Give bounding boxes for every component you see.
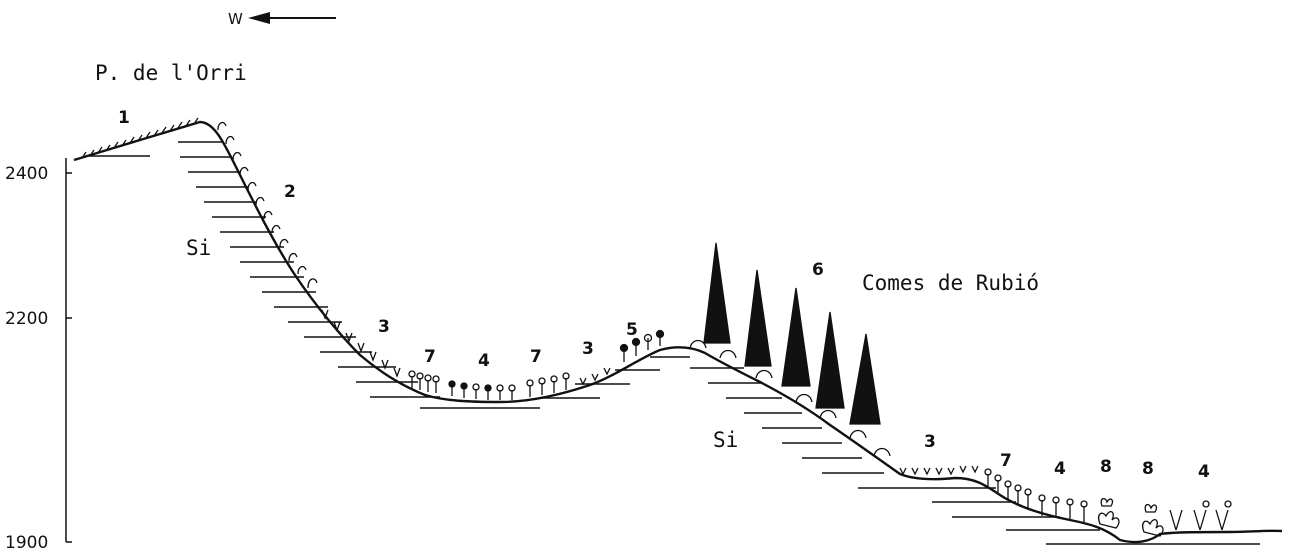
orientation-label: W bbox=[228, 10, 243, 28]
zone-label: 8 bbox=[1100, 457, 1112, 477]
left-arrow-icon bbox=[248, 12, 336, 24]
zone-label: 2 bbox=[284, 182, 296, 202]
zone-label: 4 bbox=[1054, 459, 1066, 479]
orientation-indicator: W bbox=[228, 10, 336, 28]
zone-number-labels: 1 2 3 7 4 7 3 5 6 3 7 4 8 8 4 bbox=[118, 108, 1210, 482]
zone-label: 4 bbox=[478, 351, 490, 371]
zone-6-conifers bbox=[703, 242, 881, 425]
altitude-axis: 2400 2200 1900 bbox=[5, 158, 72, 553]
zone-label: 3 bbox=[378, 317, 390, 337]
zone-8-clumps bbox=[1098, 497, 1164, 537]
zone-label: 3 bbox=[582, 339, 594, 359]
zone-7-4-flowers bbox=[408, 370, 570, 400]
bedrock-hatching bbox=[88, 141, 1260, 545]
substrate-label-upper: Si bbox=[186, 236, 211, 260]
peak-label: P. de l'Orri bbox=[95, 61, 247, 85]
slope-place-label: Comes de Rubió bbox=[862, 271, 1039, 295]
zone-label: 7 bbox=[1000, 451, 1012, 471]
zone-label: 7 bbox=[530, 347, 542, 367]
zone-label: 4 bbox=[1198, 462, 1210, 482]
vegetation-symbols bbox=[81, 117, 1232, 537]
zone-5-shrubs bbox=[619, 329, 665, 362]
axis-tick-1900: 1900 bbox=[5, 533, 48, 553]
zone-2-herbs bbox=[217, 121, 318, 289]
zone-1-grass bbox=[81, 117, 199, 159]
zone-label: 3 bbox=[924, 432, 936, 452]
axis-tick-2200: 2200 bbox=[5, 309, 48, 329]
lower-flowers bbox=[984, 468, 1232, 531]
understory-bushes bbox=[689, 339, 891, 457]
zone-label: 8 bbox=[1142, 459, 1154, 479]
substrate-label-lower: Si bbox=[713, 428, 738, 452]
zone-label: 6 bbox=[812, 260, 824, 280]
zone-label: 7 bbox=[424, 347, 436, 367]
axis-tick-2400: 2400 bbox=[5, 164, 48, 184]
zone-label: 5 bbox=[626, 320, 638, 340]
zone-label: 1 bbox=[118, 108, 130, 128]
terrain-profile bbox=[73, 120, 1283, 544]
zone-3-tufts bbox=[321, 309, 979, 476]
